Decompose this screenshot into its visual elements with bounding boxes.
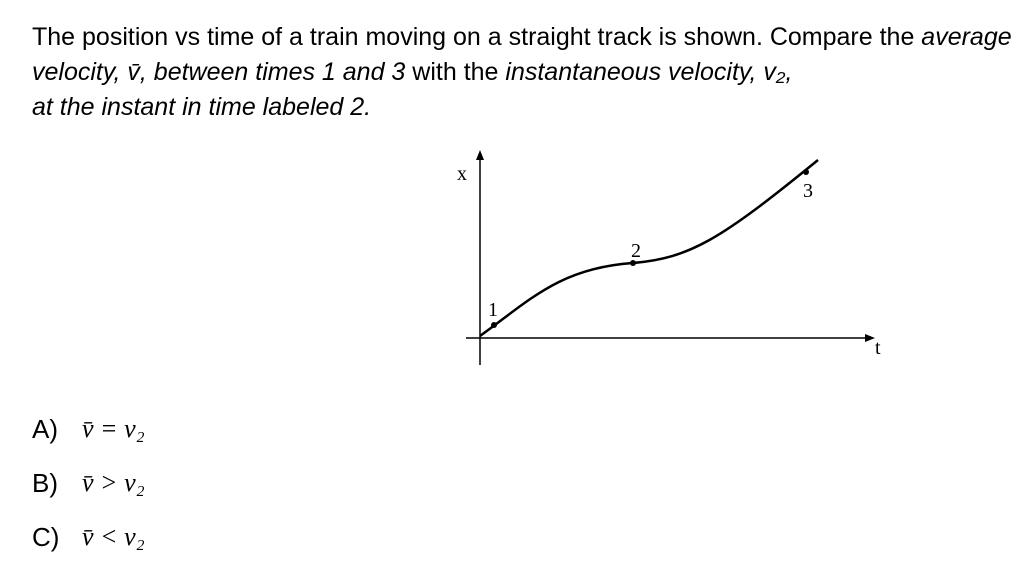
option[interactable]: B) v̄ > v₂	[32, 468, 145, 499]
curve	[479, 159, 819, 338]
question-text: with the	[405, 58, 506, 86]
question: The position vs time of a train moving o…	[32, 20, 1012, 125]
axis-label: x	[457, 163, 467, 185]
option-letter: B)	[32, 468, 58, 498]
option-letter: A)	[32, 414, 58, 444]
question-text: at the instant in time labeled 2.	[32, 93, 372, 121]
arrow	[865, 334, 875, 342]
point	[803, 169, 809, 175]
question-text: average velocity, v̄, between times 1 an…	[32, 23, 1012, 86]
point-label: 1	[488, 299, 498, 321]
option-expression: v̄ = v₂	[82, 414, 145, 443]
option-letter: C)	[32, 522, 60, 552]
question-text: The position vs time of a train moving o…	[32, 23, 922, 51]
question-text: instantaneous velocity, v₂,	[505, 58, 793, 86]
arrow	[476, 150, 484, 160]
point-label: 2	[631, 240, 641, 262]
point	[491, 322, 497, 328]
point	[630, 260, 636, 266]
option[interactable]: A) v̄ = v₂	[32, 414, 145, 445]
option[interactable]: C) v̄ < v₂	[32, 522, 145, 553]
option-expression: v̄ < v₂	[82, 522, 145, 551]
point-label: 3	[803, 180, 813, 202]
option-expression: v̄ > v₂	[82, 468, 145, 497]
axis-label: t	[875, 337, 881, 359]
